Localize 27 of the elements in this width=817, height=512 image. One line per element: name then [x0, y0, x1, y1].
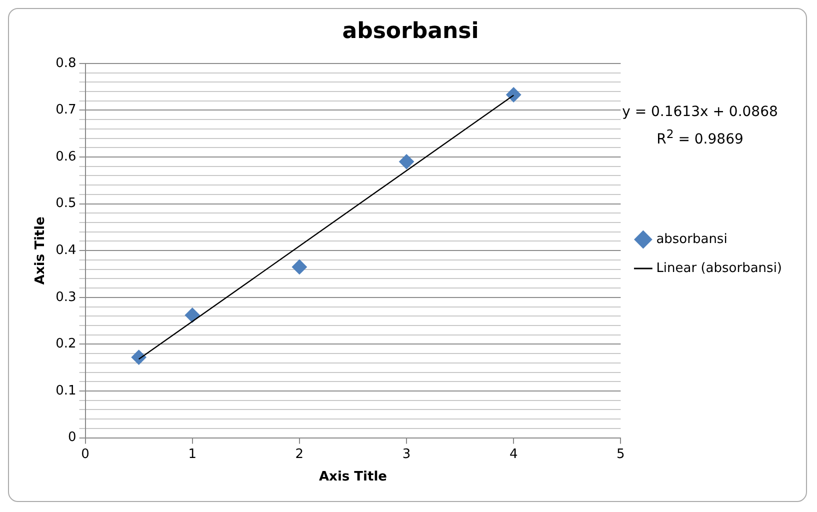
y-tick-label: 0.2: [56, 336, 76, 352]
y-tick-label: 0.1: [56, 383, 76, 398]
point: [506, 87, 522, 102]
y-tick-label: 0.8: [56, 56, 76, 71]
x-axis-title: Axis Title: [318, 470, 388, 485]
y-tick-label: 0.3: [56, 290, 76, 305]
y-tick-label: 0.4: [56, 242, 76, 258]
text: y = 0.1613x + 0.0868: [621, 103, 779, 122]
y-tick-label: 0.5: [56, 196, 76, 212]
point: [399, 154, 414, 170]
x-tick-label: 2: [295, 446, 304, 462]
y-tick-label: 0: [68, 430, 76, 446]
legend-label: Linear (absorbansi): [656, 260, 782, 276]
point: [184, 308, 200, 323]
x-tick-label: 1: [188, 446, 196, 462]
point: [131, 350, 146, 365]
x-tick-label: 5: [616, 446, 625, 462]
y-tick-label: 0.6: [56, 149, 76, 164]
y-tick-label: 0.7: [56, 102, 76, 118]
legend-label: absorbansi: [656, 232, 728, 247]
y-axis-title: Axis Title: [33, 216, 48, 285]
text: R$^{2}$ = 0.9869: [656, 126, 744, 150]
x-tick-label: 3: [402, 446, 411, 462]
point: [292, 259, 307, 274]
x-tick-label: 4: [509, 446, 518, 462]
chart-title: absorbansi: [342, 18, 479, 44]
x-tick-label: 0: [81, 446, 90, 462]
